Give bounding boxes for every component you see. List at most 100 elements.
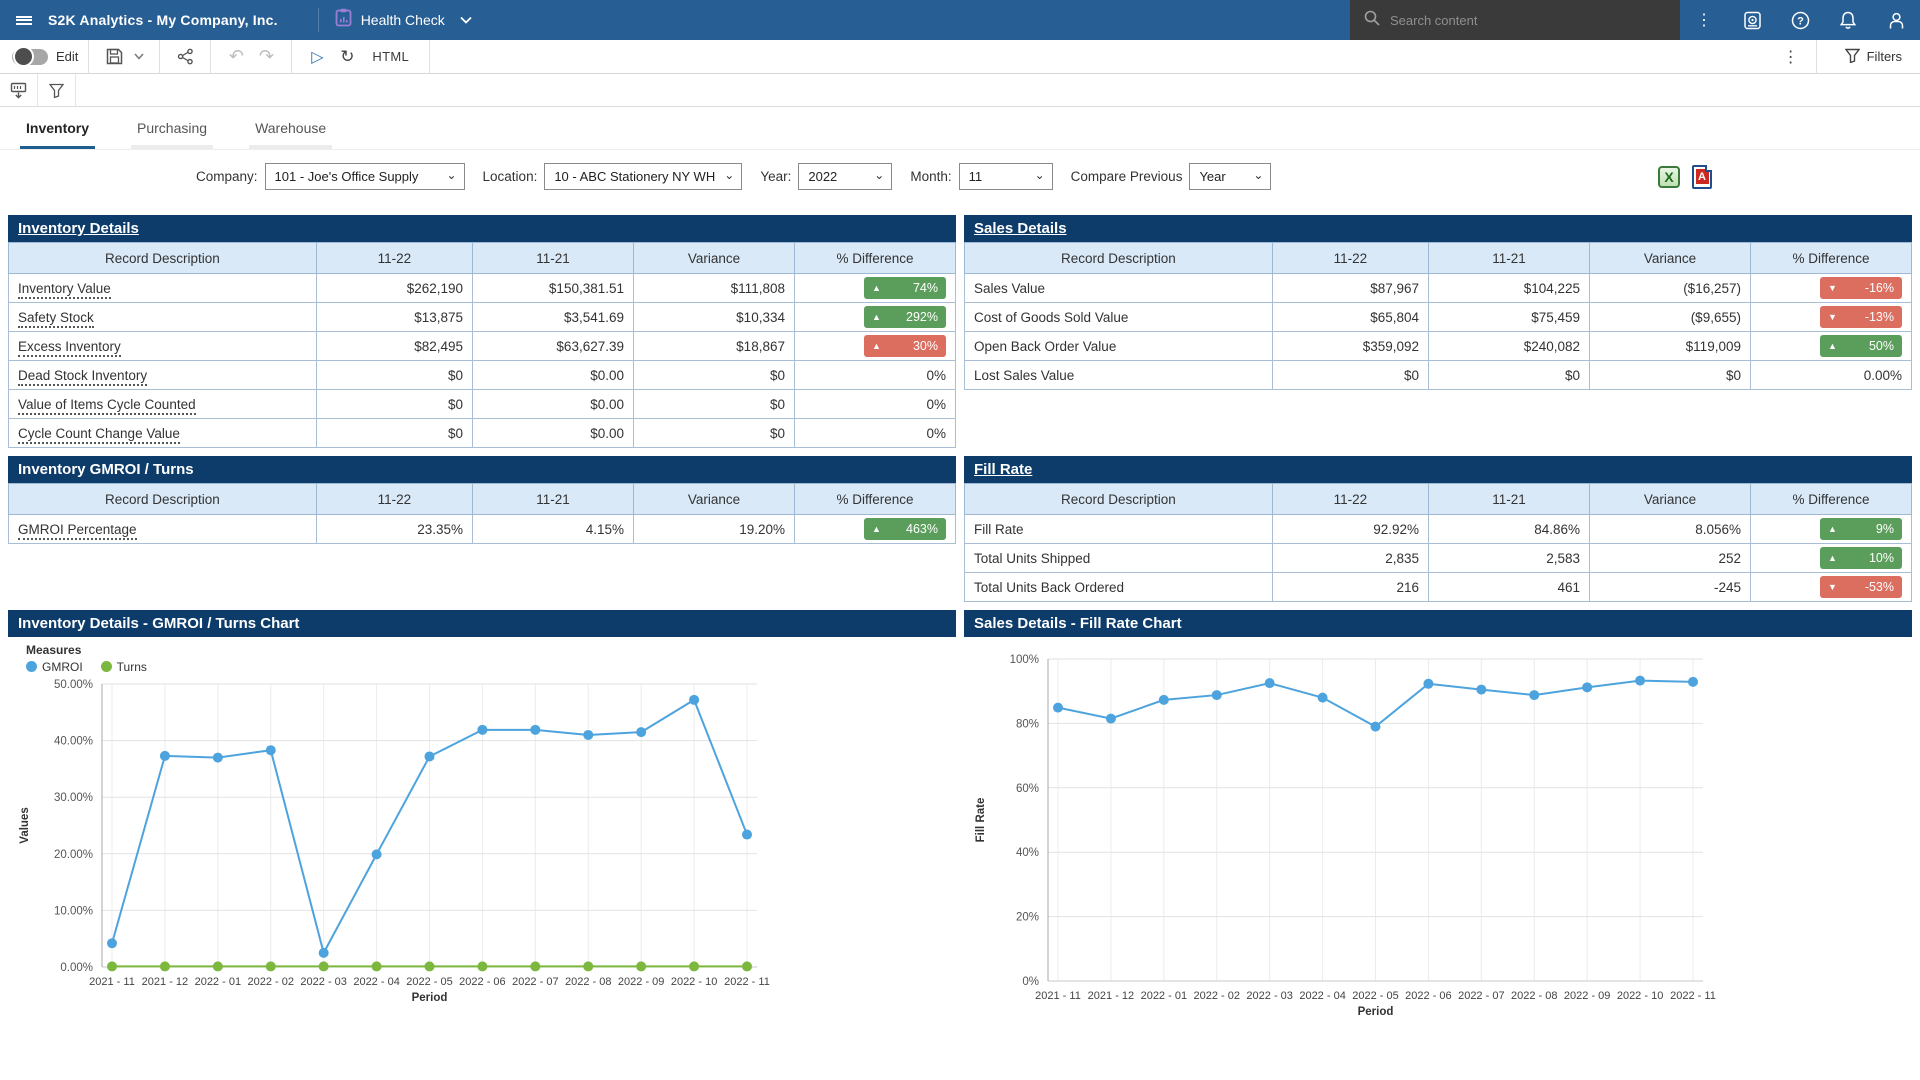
svg-text:2022 - 03: 2022 - 03: [1246, 990, 1292, 1002]
widgets-panel-icon[interactable]: [0, 73, 38, 107]
toolbar-more-icon[interactable]: ⋮: [1782, 48, 1799, 66]
fill-rate-title[interactable]: Fill Rate: [974, 461, 1033, 478]
svg-text:Fill Rate: Fill Rate: [975, 798, 987, 843]
value-cell: ($9,655): [1589, 302, 1751, 332]
column-header: Record Description: [8, 483, 317, 515]
svg-text:2022 - 08: 2022 - 08: [565, 976, 611, 988]
legend-item[interactable]: GMROI: [26, 660, 83, 674]
inventory-details-title[interactable]: Inventory Details: [18, 220, 139, 237]
column-header: 11-21: [1428, 242, 1590, 274]
gmroi-turns-section: Inventory GMROI / Turns Record Descripti…: [8, 456, 957, 544]
fill-rate-section: Fill Rate Record Description 11-22 11-21 Va…: [964, 456, 1913, 602]
drill-link[interactable]: Excess Inventory: [18, 338, 121, 357]
pdf-export-icon[interactable]: A: [1692, 164, 1712, 189]
fill-rate-chart-section: Sales Details - Fill Rate Chart 0% 20% 40%…: [964, 610, 1912, 1038]
svg-text:2022 - 11: 2022 - 11: [1670, 990, 1716, 1002]
svg-text:2022 - 09: 2022 - 09: [1564, 990, 1610, 1002]
drill-link[interactable]: Value of Items Cycle Counted: [18, 396, 196, 415]
sales-details-title[interactable]: Sales Details: [974, 220, 1067, 237]
select-chevron-icon: ⌄: [1034, 168, 1045, 182]
company-select[interactable]: 101 - Joe's Office Supply ⌄: [264, 163, 465, 190]
compare-previous-select[interactable]: Year ⌄: [1189, 163, 1272, 190]
column-header: 11-21: [472, 242, 634, 274]
trend-badge: ▼ -53%: [1820, 576, 1902, 598]
refresh-button[interactable]: ↻: [340, 46, 355, 66]
drill-link[interactable]: Cycle Count Change Value: [18, 425, 180, 444]
record-description-cell: Value of Items Cycle Counted: [8, 389, 317, 419]
tab-inventory[interactable]: Inventory: [20, 120, 96, 149]
month-select[interactable]: 11 ⌄: [958, 163, 1053, 190]
report-switcher[interactable]: Health Check: [335, 8, 472, 32]
trend-badge: ▲ 74%: [864, 277, 946, 299]
gmroi-turns-chart-section: Inventory Details - GMROI / Turns Chart …: [8, 610, 956, 1024]
app-title: S2K Analytics - My Company, Inc.: [48, 12, 278, 28]
share-button[interactable]: [170, 40, 200, 74]
value-cell: 19.20%: [633, 514, 795, 544]
edit-toggle[interactable]: [12, 45, 48, 67]
difference-cell: ▼ -16%: [1749, 273, 1913, 303]
app-switcher-icon[interactable]: [1728, 0, 1776, 40]
month-label: Month:: [910, 169, 952, 184]
drill-link[interactable]: Inventory Value: [18, 280, 111, 299]
menu-icon[interactable]: [0, 0, 48, 40]
user-account-icon[interactable]: [1872, 0, 1920, 40]
page-filter-icon[interactable]: [38, 73, 76, 107]
year-select[interactable]: 2022 ⌄: [798, 163, 893, 190]
value-cell: 461: [1428, 572, 1590, 602]
value-cell: $0: [315, 418, 474, 448]
undo-button[interactable]: ↶: [228, 46, 244, 66]
trend-badge: ▲ 10%: [1820, 547, 1902, 569]
triangle-down-icon: ▼: [1828, 582, 1837, 592]
record-description-cell: Sales Value: [964, 273, 1273, 303]
excel-export-icon[interactable]: X: [1658, 165, 1680, 188]
record-description-cell: Dead Stock Inventory: [8, 360, 317, 390]
sales-details-section: Sales Details Record Description 11-22 11-…: [964, 215, 1913, 390]
fill-rate-line-chart[interactable]: 0% 20% 40% 60% 80% 100% 2021 - 11 2021 - 12 2022…: [968, 641, 1908, 1033]
svg-text:10.00%: 10.00%: [54, 905, 93, 917]
drill-link[interactable]: GMROI Percentage: [18, 521, 137, 540]
section-header: Inventory Details - GMROI / Turns Chart: [8, 610, 956, 637]
search-input[interactable]: [1390, 12, 1666, 28]
html-view-button[interactable]: HTML: [372, 49, 409, 64]
drill-link[interactable]: Safety Stock: [18, 309, 94, 328]
notifications-icon[interactable]: [1824, 0, 1872, 40]
triangle-up-icon: ▲: [872, 341, 881, 351]
value-cell: 23.35%: [315, 514, 474, 544]
save-button[interactable]: [99, 40, 129, 74]
table-row: Total Units Back Ordered 216 461 -245 ▼ -53%: [964, 572, 1913, 602]
difference-cell: 0%: [793, 389, 957, 419]
tab-purchasing[interactable]: Purchasing: [131, 120, 214, 149]
record-description-cell: Inventory Value: [8, 273, 317, 303]
difference-cell: 0%: [793, 418, 957, 448]
search-box[interactable]: [1350, 0, 1680, 40]
difference-cell: ▲ 50%: [1749, 331, 1913, 361]
svg-text:2022 - 04: 2022 - 04: [1299, 990, 1345, 1002]
svg-text:100%: 100%: [1010, 654, 1039, 666]
triangle-down-icon: ▼: [1828, 283, 1837, 293]
column-header: 11-22: [1271, 483, 1430, 515]
drill-link[interactable]: Dead Stock Inventory: [18, 367, 148, 386]
more-options-icon[interactable]: ⋮: [1696, 12, 1712, 29]
column-header: 11-21: [472, 483, 634, 515]
value-cell: $150,381.51: [472, 273, 634, 303]
run-button[interactable]: ▷: [311, 48, 324, 66]
value-cell: 92.92%: [1271, 514, 1430, 544]
redo-button[interactable]: ↷: [258, 46, 274, 66]
svg-text:0.00%: 0.00%: [60, 962, 93, 974]
tab-warehouse[interactable]: Warehouse: [249, 120, 333, 149]
record-description-cell: Total Units Back Ordered: [964, 572, 1273, 602]
difference-cell: ▲ 292%: [793, 302, 957, 332]
save-options-chevron-icon[interactable]: [129, 40, 149, 74]
triangle-up-icon: ▲: [1828, 524, 1837, 534]
legend-dot-icon: [26, 661, 37, 672]
location-select[interactable]: 10 - ABC Stationery NY WH ⌄: [544, 163, 743, 190]
filters-button[interactable]: Filters: [1827, 48, 1920, 66]
column-header: % Difference: [793, 242, 957, 274]
legend-item[interactable]: Turns: [100, 660, 147, 674]
difference-cell: ▲ 74%: [793, 273, 957, 303]
chevron-down-icon: [460, 13, 472, 27]
column-header: % Difference: [1749, 483, 1913, 515]
gmroi-turns-line-chart[interactable]: 0.00% 10.00% 20.00% 30.00% 40.00% 50.00% 2021 …: [12, 674, 952, 1019]
section-header: Sales Details - Fill Rate Chart: [964, 610, 1912, 637]
help-icon[interactable]: ?: [1776, 0, 1824, 40]
